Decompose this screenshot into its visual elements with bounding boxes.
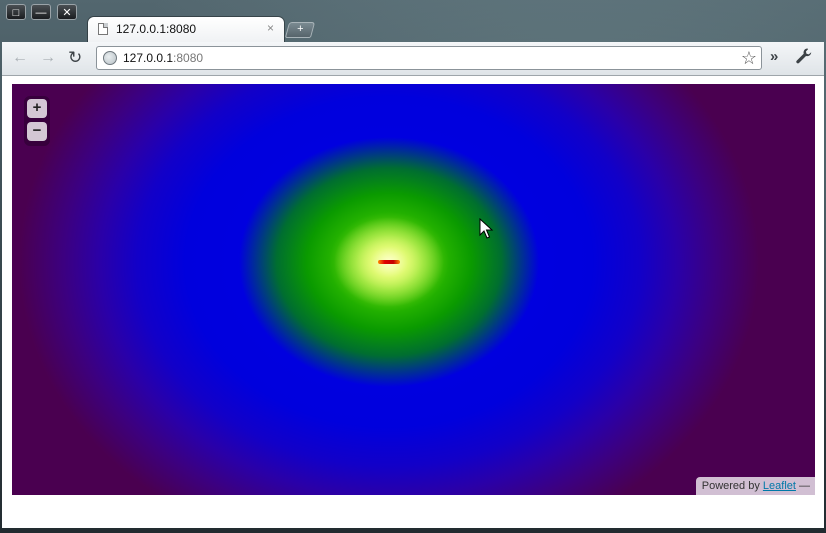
tab-close-icon[interactable]: × (266, 21, 274, 35)
bookmark-star-icon[interactable]: ☆ (740, 48, 757, 68)
heatmap-map[interactable]: + − Powered by Leaflet — (12, 84, 815, 495)
back-button[interactable]: ← (12, 49, 28, 66)
url-text[interactable]: 127.0.0.1:8080 (123, 51, 203, 65)
wrench-menu-icon[interactable] (795, 47, 813, 70)
heatmap-hotspot (378, 260, 400, 264)
window-close-button[interactable]: ✕ (57, 4, 77, 20)
mouse-cursor-icon (479, 218, 494, 239)
plus-icon: + (296, 23, 304, 35)
address-bar[interactable]: 127.0.0.1:8080 ☆ (96, 46, 762, 70)
url-port: :8080 (173, 51, 204, 65)
zoom-in-button[interactable]: + (27, 99, 47, 118)
new-tab-button[interactable]: + (284, 22, 316, 38)
tab-active[interactable]: 127.0.0.1:8080 × (88, 17, 284, 42)
url-host: 127.0.0.1 (123, 51, 174, 65)
window-minimize-button[interactable]: — (31, 4, 51, 20)
leaflet-link[interactable]: Leaflet (762, 480, 796, 492)
forward-button[interactable]: → (40, 49, 56, 66)
attribution-suffix: — (799, 480, 810, 492)
extensions-overflow-button[interactable]: » (770, 48, 779, 65)
document-icon (98, 23, 108, 35)
browser-toolbar: ← → ↻ 127.0.0.1:8080 ☆ » (2, 42, 824, 76)
tab-title: 127.0.0.1:8080 (116, 22, 197, 36)
globe-icon (103, 51, 117, 65)
zoom-out-button[interactable]: − (27, 122, 47, 141)
reload-button[interactable]: ↻ (68, 48, 83, 67)
heatmap-core-glow (12, 84, 815, 495)
window-restore-button[interactable]: □ (6, 4, 26, 20)
title-bar: □ — ✕ 127.0.0.1:8080 × + (0, 0, 826, 44)
attribution-prefix: Powered by (701, 480, 760, 492)
wrench-icon (796, 48, 812, 64)
zoom-control: + − (24, 96, 50, 146)
map-attribution: Powered by Leaflet — (695, 477, 815, 495)
page-viewport: + − Powered by Leaflet — (2, 76, 824, 528)
